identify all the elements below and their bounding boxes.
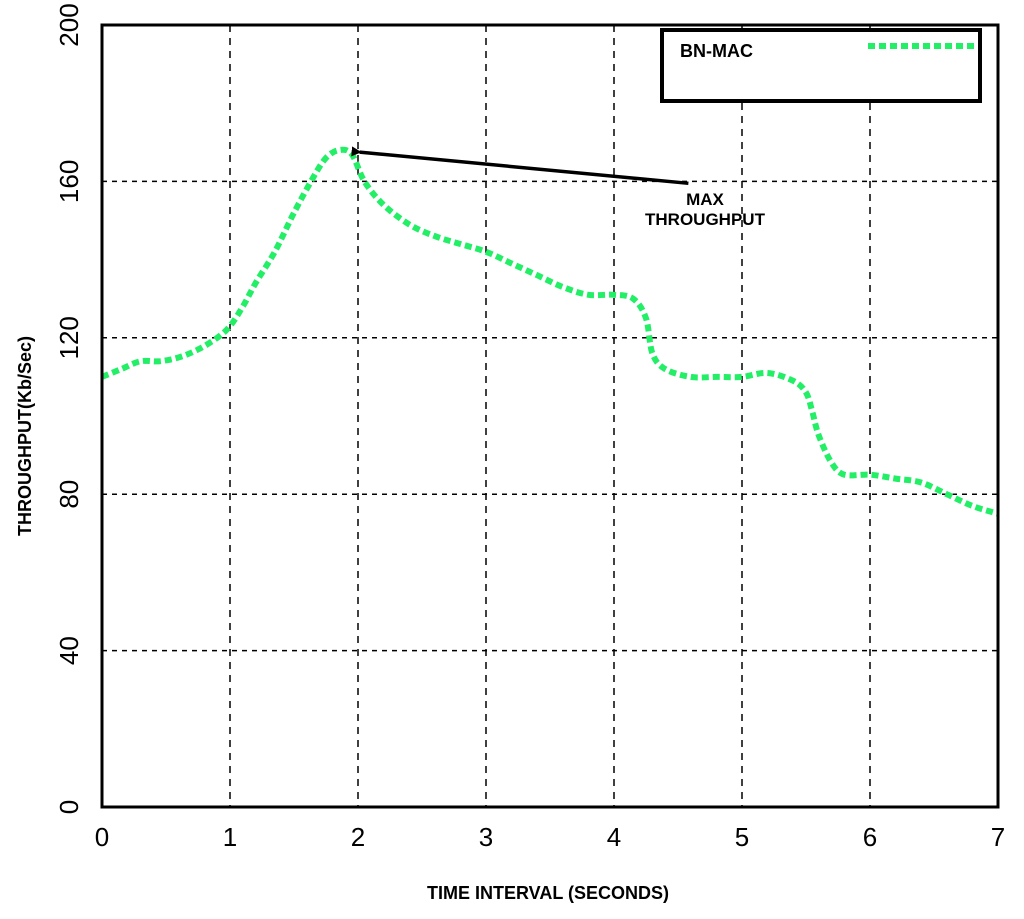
annotation-arrow <box>351 146 689 186</box>
legend-box <box>660 28 982 103</box>
tick-labels: 0 1 2 3 4 5 6 7 0 40 80 120 160 200 <box>54 3 1005 852</box>
series-layer <box>100 146 999 517</box>
annotation-label: MAX <box>686 190 724 209</box>
x-tick-label: 3 <box>479 822 493 852</box>
legend-label: BN-MAC <box>680 41 753 61</box>
y-tick-label: 80 <box>54 480 84 509</box>
grid-lines <box>102 25 998 807</box>
legend: BN-MAC <box>660 28 982 103</box>
x-tick-label: 6 <box>863 822 877 852</box>
y-tick-label: 160 <box>54 160 84 203</box>
annotation-label: THROUGHPUT <box>645 210 766 229</box>
y-tick-label: 40 <box>54 636 84 665</box>
x-tick-label: 7 <box>991 822 1005 852</box>
x-tick-label: 1 <box>223 822 237 852</box>
plot-frame <box>100 23 1000 809</box>
x-axis-title: TIME INTERVAL (SECONDS) <box>427 883 669 903</box>
y-tick-label: 0 <box>54 800 84 814</box>
series-line-bn-mac <box>100 146 999 517</box>
x-tick-label: 4 <box>607 822 621 852</box>
y-tick-label: 120 <box>54 316 84 359</box>
x-tick-label: 2 <box>351 822 365 852</box>
y-axis-title: THROUGHPUT(Kb/Sec) <box>15 336 35 536</box>
x-tick-label: 5 <box>735 822 749 852</box>
y-tick-label: 200 <box>54 3 84 46</box>
x-tick-label: 0 <box>95 822 109 852</box>
